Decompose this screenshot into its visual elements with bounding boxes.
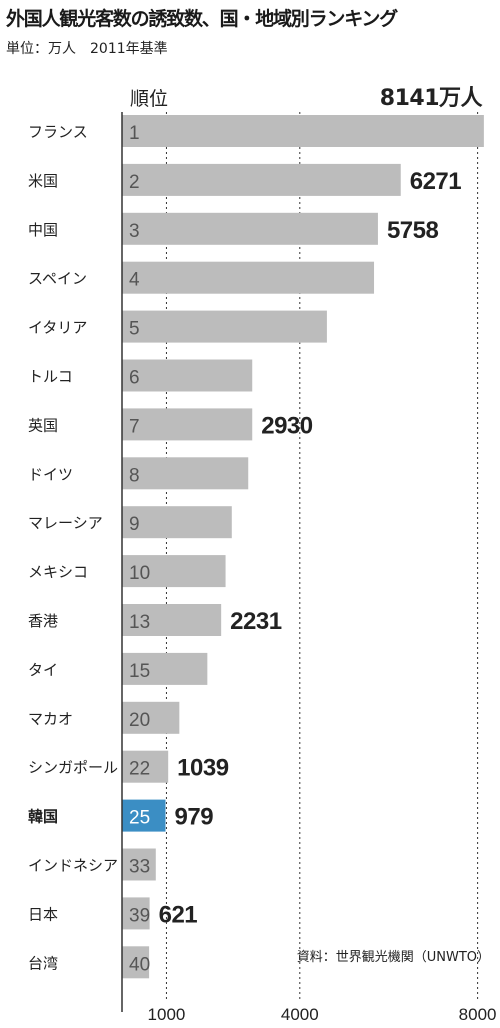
rank-label: 8 (129, 465, 140, 486)
category-label: 香港 (28, 612, 58, 630)
bar-1 (122, 115, 484, 147)
category-label: 中国 (28, 221, 58, 239)
rank-label: 3 (129, 221, 140, 242)
category-label: メキシコ (28, 563, 88, 581)
data-label: 6271 (410, 168, 462, 195)
rank-label: 33 (129, 857, 150, 878)
bar-2 (122, 163, 401, 196)
category-label: トルコ (28, 368, 73, 386)
category-label: 日本 (28, 905, 58, 923)
rank-label: 6 (129, 368, 140, 389)
category-label: イタリア (28, 319, 87, 337)
x-tick-label: 4000 (281, 1005, 319, 1024)
bar-16 (122, 848, 156, 881)
category-label: タイ (28, 661, 58, 679)
category-label: インドネシア (28, 857, 118, 875)
top-value-label: 8141万人 (379, 86, 483, 111)
data-label: 2930 (261, 412, 313, 439)
rank-label: 15 (129, 661, 150, 682)
rank-label: 25 (129, 808, 150, 829)
category-label: 米国 (28, 172, 58, 190)
bar-11 (122, 604, 222, 636)
category-label: 台湾 (28, 954, 58, 972)
bar-9 (122, 506, 232, 539)
chart-subtitle: 単位：万人 2011年基準 (6, 41, 168, 57)
bar-15 (122, 799, 166, 832)
bar-12 (122, 652, 208, 685)
rank-label: 1 (129, 123, 140, 144)
category-label: スペイン (28, 270, 87, 288)
category-label: フランス (28, 123, 88, 141)
source-note: 資料：世界観光機関（UNWTO） (296, 950, 490, 965)
data-label: 5758 (387, 217, 439, 244)
bar-3 (122, 212, 378, 245)
category-label: 英国 (28, 416, 58, 434)
data-label: 621 (159, 901, 198, 928)
bar-7 (122, 408, 253, 441)
chart-title: 外国人観光客数の誘致数、国・地域別ランキング (6, 8, 398, 30)
bar-4 (122, 261, 375, 294)
bar-5 (122, 310, 327, 343)
rank-label: 10 (129, 563, 150, 584)
category-label: シンガポール (28, 759, 118, 777)
x-tick-label: 8000 (459, 1005, 497, 1024)
bar-14 (122, 750, 169, 783)
data-label: 2231 (230, 608, 282, 635)
rank-label: 22 (129, 759, 150, 780)
category-label: 韓国 (28, 808, 58, 826)
rank-label: 4 (129, 270, 140, 291)
bar-18 (122, 946, 150, 979)
category-label: マレーシア (28, 514, 103, 532)
rank-label: 20 (129, 710, 150, 731)
bar-13 (122, 701, 180, 734)
rank-column-header: 順位 (130, 88, 169, 110)
data-label: 1039 (177, 755, 229, 782)
rank-label: 7 (129, 416, 140, 437)
rank-label: 40 (129, 954, 150, 975)
x-tick-label: 1000 (148, 1005, 186, 1024)
rank-label: 2 (129, 172, 140, 193)
rank-label: 5 (129, 319, 140, 340)
rank-label: 13 (129, 612, 150, 633)
data-label: 979 (175, 804, 214, 831)
rank-label: 39 (129, 905, 150, 926)
category-label: ドイツ (28, 465, 73, 483)
rank-label: 9 (129, 514, 140, 535)
bar-10 (122, 555, 226, 588)
bar-6 (122, 359, 253, 392)
bar-8 (122, 457, 249, 490)
category-label: マカオ (28, 710, 73, 728)
bar-17 (122, 897, 150, 930)
